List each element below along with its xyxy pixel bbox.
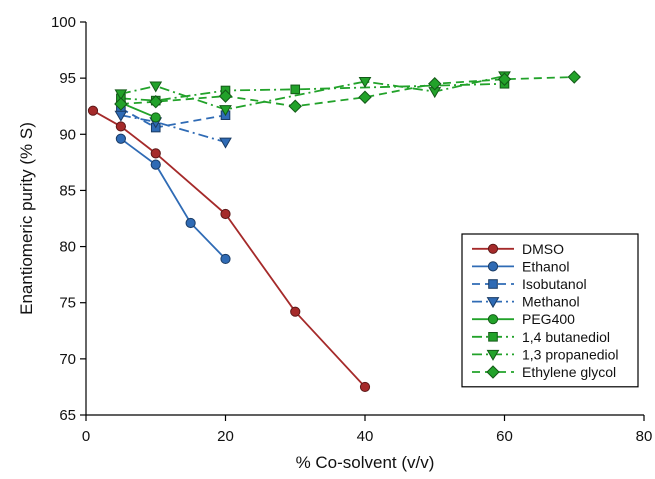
data-point <box>115 121 126 132</box>
series-line <box>92 109 366 388</box>
x-tick-label: 0 <box>82 428 90 445</box>
data-point <box>87 105 99 116</box>
legend-box <box>461 233 639 388</box>
data-point <box>359 381 371 393</box>
data-point <box>220 253 231 265</box>
legend-label: Methanol <box>522 294 580 310</box>
data-point <box>114 110 128 122</box>
data-point <box>358 90 372 104</box>
x-tick-label: 20 <box>217 428 234 445</box>
data-point <box>358 77 372 89</box>
legend-item: PEG400 <box>472 311 575 327</box>
y-tick-label: 100 <box>51 14 76 31</box>
legend-label: PEG400 <box>522 311 575 327</box>
legend-item: Ethylene glycol <box>472 364 616 380</box>
legend-item: DMSO <box>472 241 564 257</box>
series-7 <box>114 70 581 113</box>
data-point <box>150 159 161 170</box>
data-point <box>114 89 128 101</box>
y-tick-label: 80 <box>59 239 76 256</box>
axes: 65 70 75 80 85 90 95 100 0 20 40 60 80 <box>51 14 652 445</box>
x-tick-label: 40 <box>357 428 374 445</box>
legend-marker <box>486 297 500 309</box>
series-line <box>120 138 227 260</box>
legend-item: 1,4 butanediol <box>472 329 610 345</box>
legend-label: Isobutanol <box>522 276 587 292</box>
data-point <box>290 306 301 317</box>
legend-label: 1,4 butanediol <box>522 329 610 345</box>
series-line <box>120 82 505 102</box>
data-point <box>428 77 442 91</box>
data-point <box>219 105 232 117</box>
legend-marker <box>487 314 499 325</box>
y-tick-label: 70 <box>59 351 76 368</box>
plot-area <box>87 70 581 393</box>
legend-item: 1,3 propanediol <box>472 346 619 362</box>
data-point <box>497 72 512 86</box>
series-line <box>120 75 505 111</box>
x-axis-title: % Co-solvent (v/v) <box>296 453 435 472</box>
y-tick-label: 90 <box>59 126 76 143</box>
data-point <box>150 112 161 123</box>
data-point <box>149 95 163 109</box>
x-tick-label: 60 <box>496 428 513 445</box>
data-point <box>288 99 302 113</box>
legend-label: Ethylene glycol <box>522 364 616 380</box>
series-0 <box>87 105 371 393</box>
data-point <box>219 137 232 149</box>
y-tick-label: 75 <box>59 295 76 312</box>
legend-item: Isobutanol <box>472 276 587 292</box>
series-line <box>120 76 575 108</box>
y-tick-label: 85 <box>59 182 76 199</box>
data-point <box>149 81 163 93</box>
legend-marker <box>488 332 498 342</box>
legend-label: DMSO <box>522 241 564 257</box>
y-tick-label: 95 <box>59 70 76 87</box>
legend-marker <box>487 243 499 254</box>
data-point <box>114 97 128 111</box>
legend-item: Ethanol <box>472 258 569 274</box>
data-point <box>567 70 581 84</box>
data-point <box>150 148 161 159</box>
legend-marker <box>486 349 500 361</box>
data-point <box>220 208 231 220</box>
legend-label: 1,3 propanediol <box>522 346 619 362</box>
series-line <box>120 102 157 119</box>
data-point <box>218 89 233 103</box>
x-tick-label: 80 <box>636 428 653 445</box>
legend-marker <box>487 261 499 272</box>
y-tick-label: 65 <box>59 407 76 424</box>
data-point <box>185 217 196 229</box>
series-1 <box>115 133 231 265</box>
legend-marker <box>486 365 500 379</box>
series-6 <box>114 71 511 117</box>
legend-marker <box>488 279 498 289</box>
legend-item: Methanol <box>472 294 580 310</box>
legend-label: Ethanol <box>522 258 569 274</box>
y-axis-title: Enantiomeric purity (% S) <box>17 122 36 315</box>
data-point <box>115 133 126 144</box>
data-point <box>290 84 301 95</box>
